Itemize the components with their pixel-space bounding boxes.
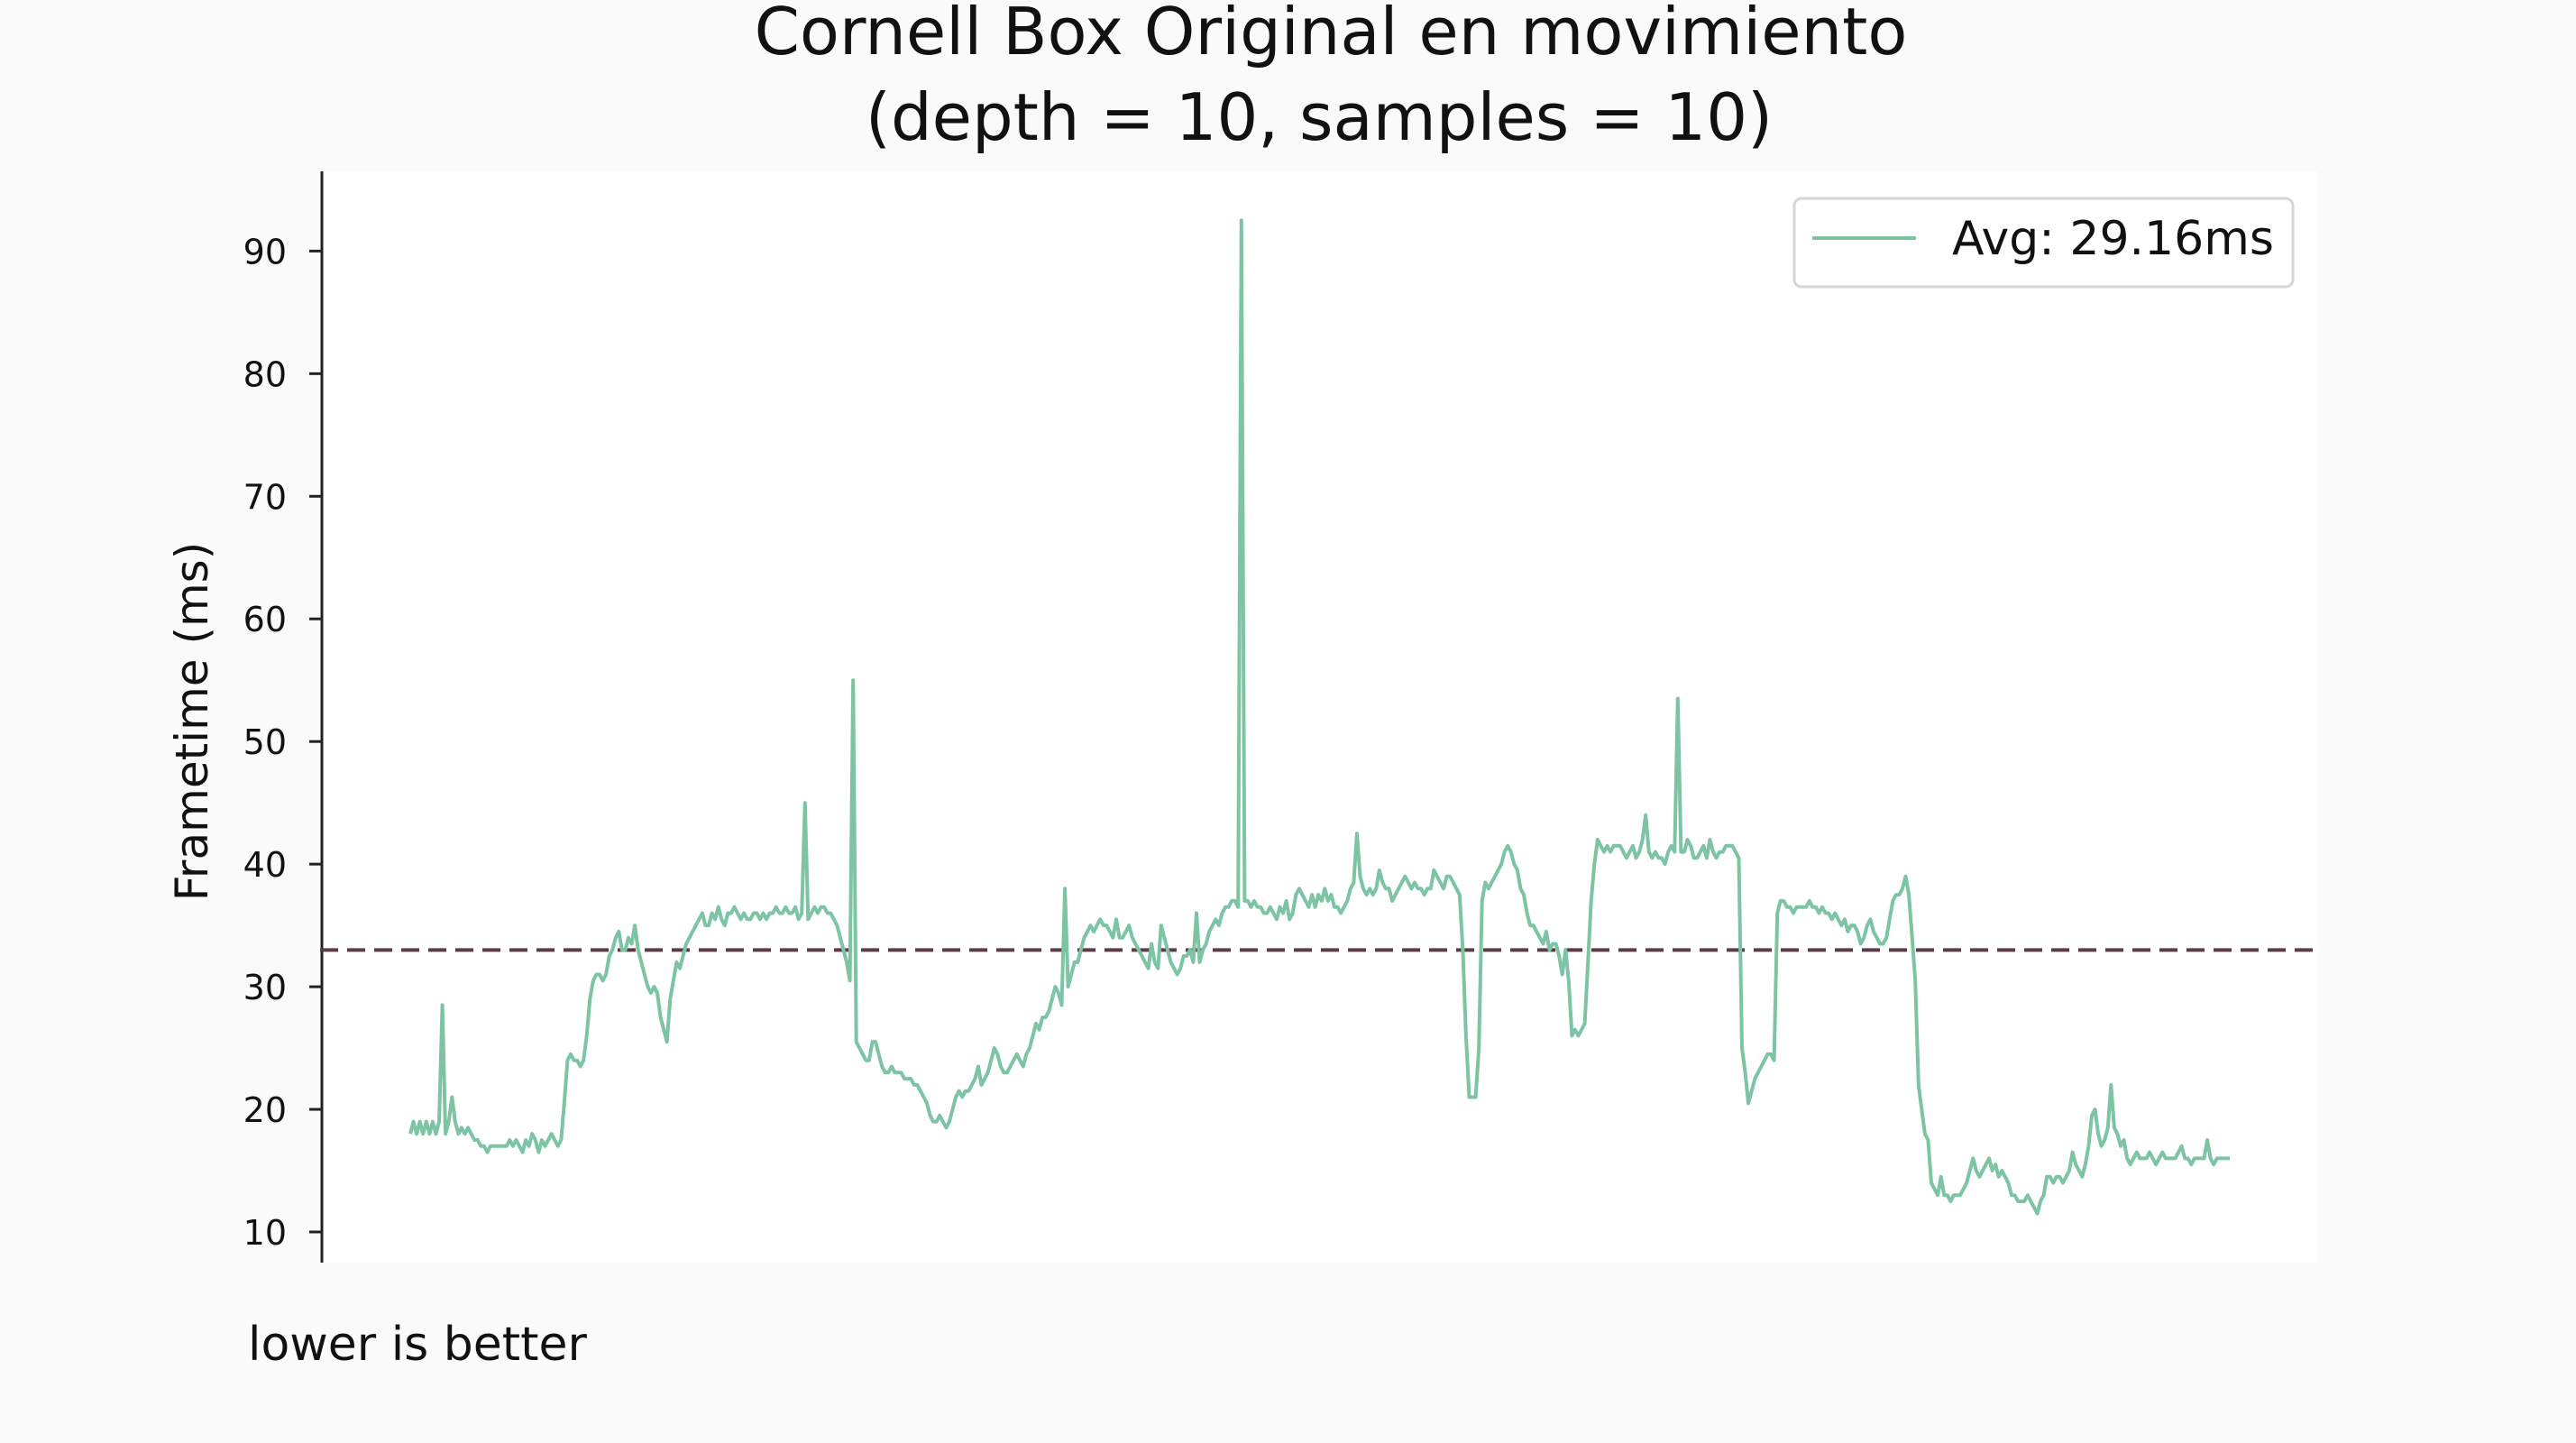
- y-tick-label: 10: [243, 1213, 287, 1253]
- chart-title: Cornell Box Original en movimiento: [755, 0, 1908, 69]
- y-tick-label: 30: [243, 968, 287, 1007]
- chart-subtitle: (depth = 10, samples = 10): [866, 79, 1773, 155]
- y-axis-label: Frametime (ms): [166, 542, 218, 901]
- frametime-series-line: [408, 218, 2230, 1216]
- legend: Avg: 29.16ms: [1792, 197, 2295, 289]
- y-tick-label: 60: [243, 600, 287, 639]
- y-tick-label: 20: [243, 1090, 287, 1130]
- legend-label: Avg: 29.16ms: [1952, 212, 2274, 266]
- y-tick-label: 50: [243, 722, 287, 762]
- plot-area-background: [320, 171, 2317, 1263]
- y-axis-ticks: 10 20 30 40 50 60 70 80 90: [243, 232, 322, 1253]
- y-tick-label: 80: [243, 354, 287, 394]
- legend-box: [1792, 197, 2295, 289]
- y-tick-label: 90: [243, 232, 287, 271]
- footnote: lower is better: [248, 1318, 588, 1372]
- y-tick-label: 70: [243, 477, 287, 517]
- y-tick-label: 40: [243, 845, 287, 885]
